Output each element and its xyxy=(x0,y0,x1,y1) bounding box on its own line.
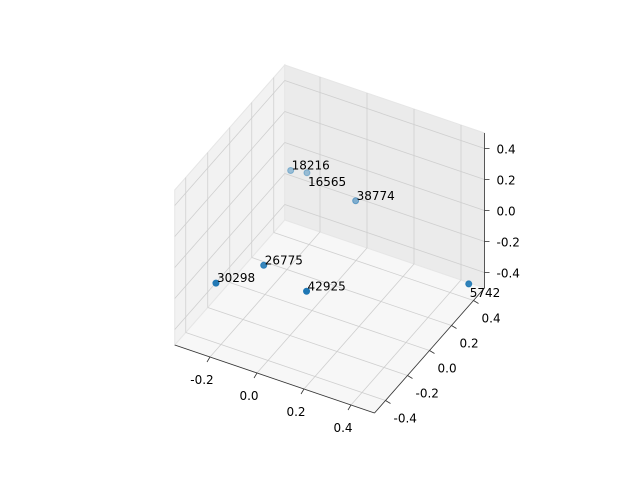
gridline-y xyxy=(229,282,430,351)
y-tick xyxy=(407,375,413,379)
z-tick-label: 0.4 xyxy=(497,143,516,157)
data-point-label: 18216 xyxy=(292,159,330,173)
z-tick-label: 0.0 xyxy=(497,205,516,219)
gridline-z xyxy=(174,173,286,299)
gridline-z xyxy=(284,204,485,273)
gridline-z xyxy=(284,111,485,180)
gridline-z xyxy=(284,142,485,211)
x-tick xyxy=(253,372,258,379)
data-point xyxy=(303,169,311,177)
y-tick-label: 0.2 xyxy=(460,337,479,351)
z-tick-label: 0.2 xyxy=(497,174,516,188)
data-point xyxy=(212,279,220,287)
gridline-z xyxy=(174,204,286,330)
gridline-y xyxy=(207,307,408,376)
gridline-z xyxy=(284,173,485,242)
x-tick-label: 0.0 xyxy=(239,389,258,403)
z-tick-label: -0.2 xyxy=(497,236,520,250)
x-axis-line xyxy=(174,344,375,414)
y-tick-label: 0.4 xyxy=(482,312,501,326)
y-tick xyxy=(473,300,479,304)
z-tick-label: -0.4 xyxy=(497,267,520,281)
data-point xyxy=(465,280,473,288)
data-point xyxy=(287,167,295,174)
data-point xyxy=(352,197,360,205)
y-tick-label: 0.0 xyxy=(438,362,457,376)
data-point-label: 26775 xyxy=(265,253,303,267)
data-point xyxy=(303,287,311,295)
x-tick xyxy=(206,356,211,363)
gridline-z xyxy=(174,80,286,206)
gridline-y xyxy=(273,232,474,301)
y-tick xyxy=(385,400,391,404)
gridline-y xyxy=(185,332,386,401)
data-point-label: 5742 xyxy=(470,286,501,300)
x-tick xyxy=(300,388,305,395)
y-tick-label: -0.4 xyxy=(394,412,417,426)
x-tick-label: 0.4 xyxy=(333,421,352,435)
x-tick-label: 0.2 xyxy=(286,405,305,419)
data-point xyxy=(260,261,268,269)
data-point-label: 16565 xyxy=(308,175,346,189)
gridline-z xyxy=(174,111,286,237)
data-point-label: 38774 xyxy=(357,189,395,203)
gridline-z xyxy=(284,80,485,149)
y-tick-label: -0.2 xyxy=(416,387,439,401)
data-point-label: 30298 xyxy=(217,271,255,285)
x-tick-label: -0.2 xyxy=(190,373,213,387)
y-tick xyxy=(451,325,457,329)
y-tick xyxy=(429,350,435,354)
gridline-y xyxy=(251,257,452,326)
gridline-z xyxy=(174,142,286,268)
data-point-label: 42925 xyxy=(308,279,346,293)
x-tick xyxy=(347,404,352,411)
